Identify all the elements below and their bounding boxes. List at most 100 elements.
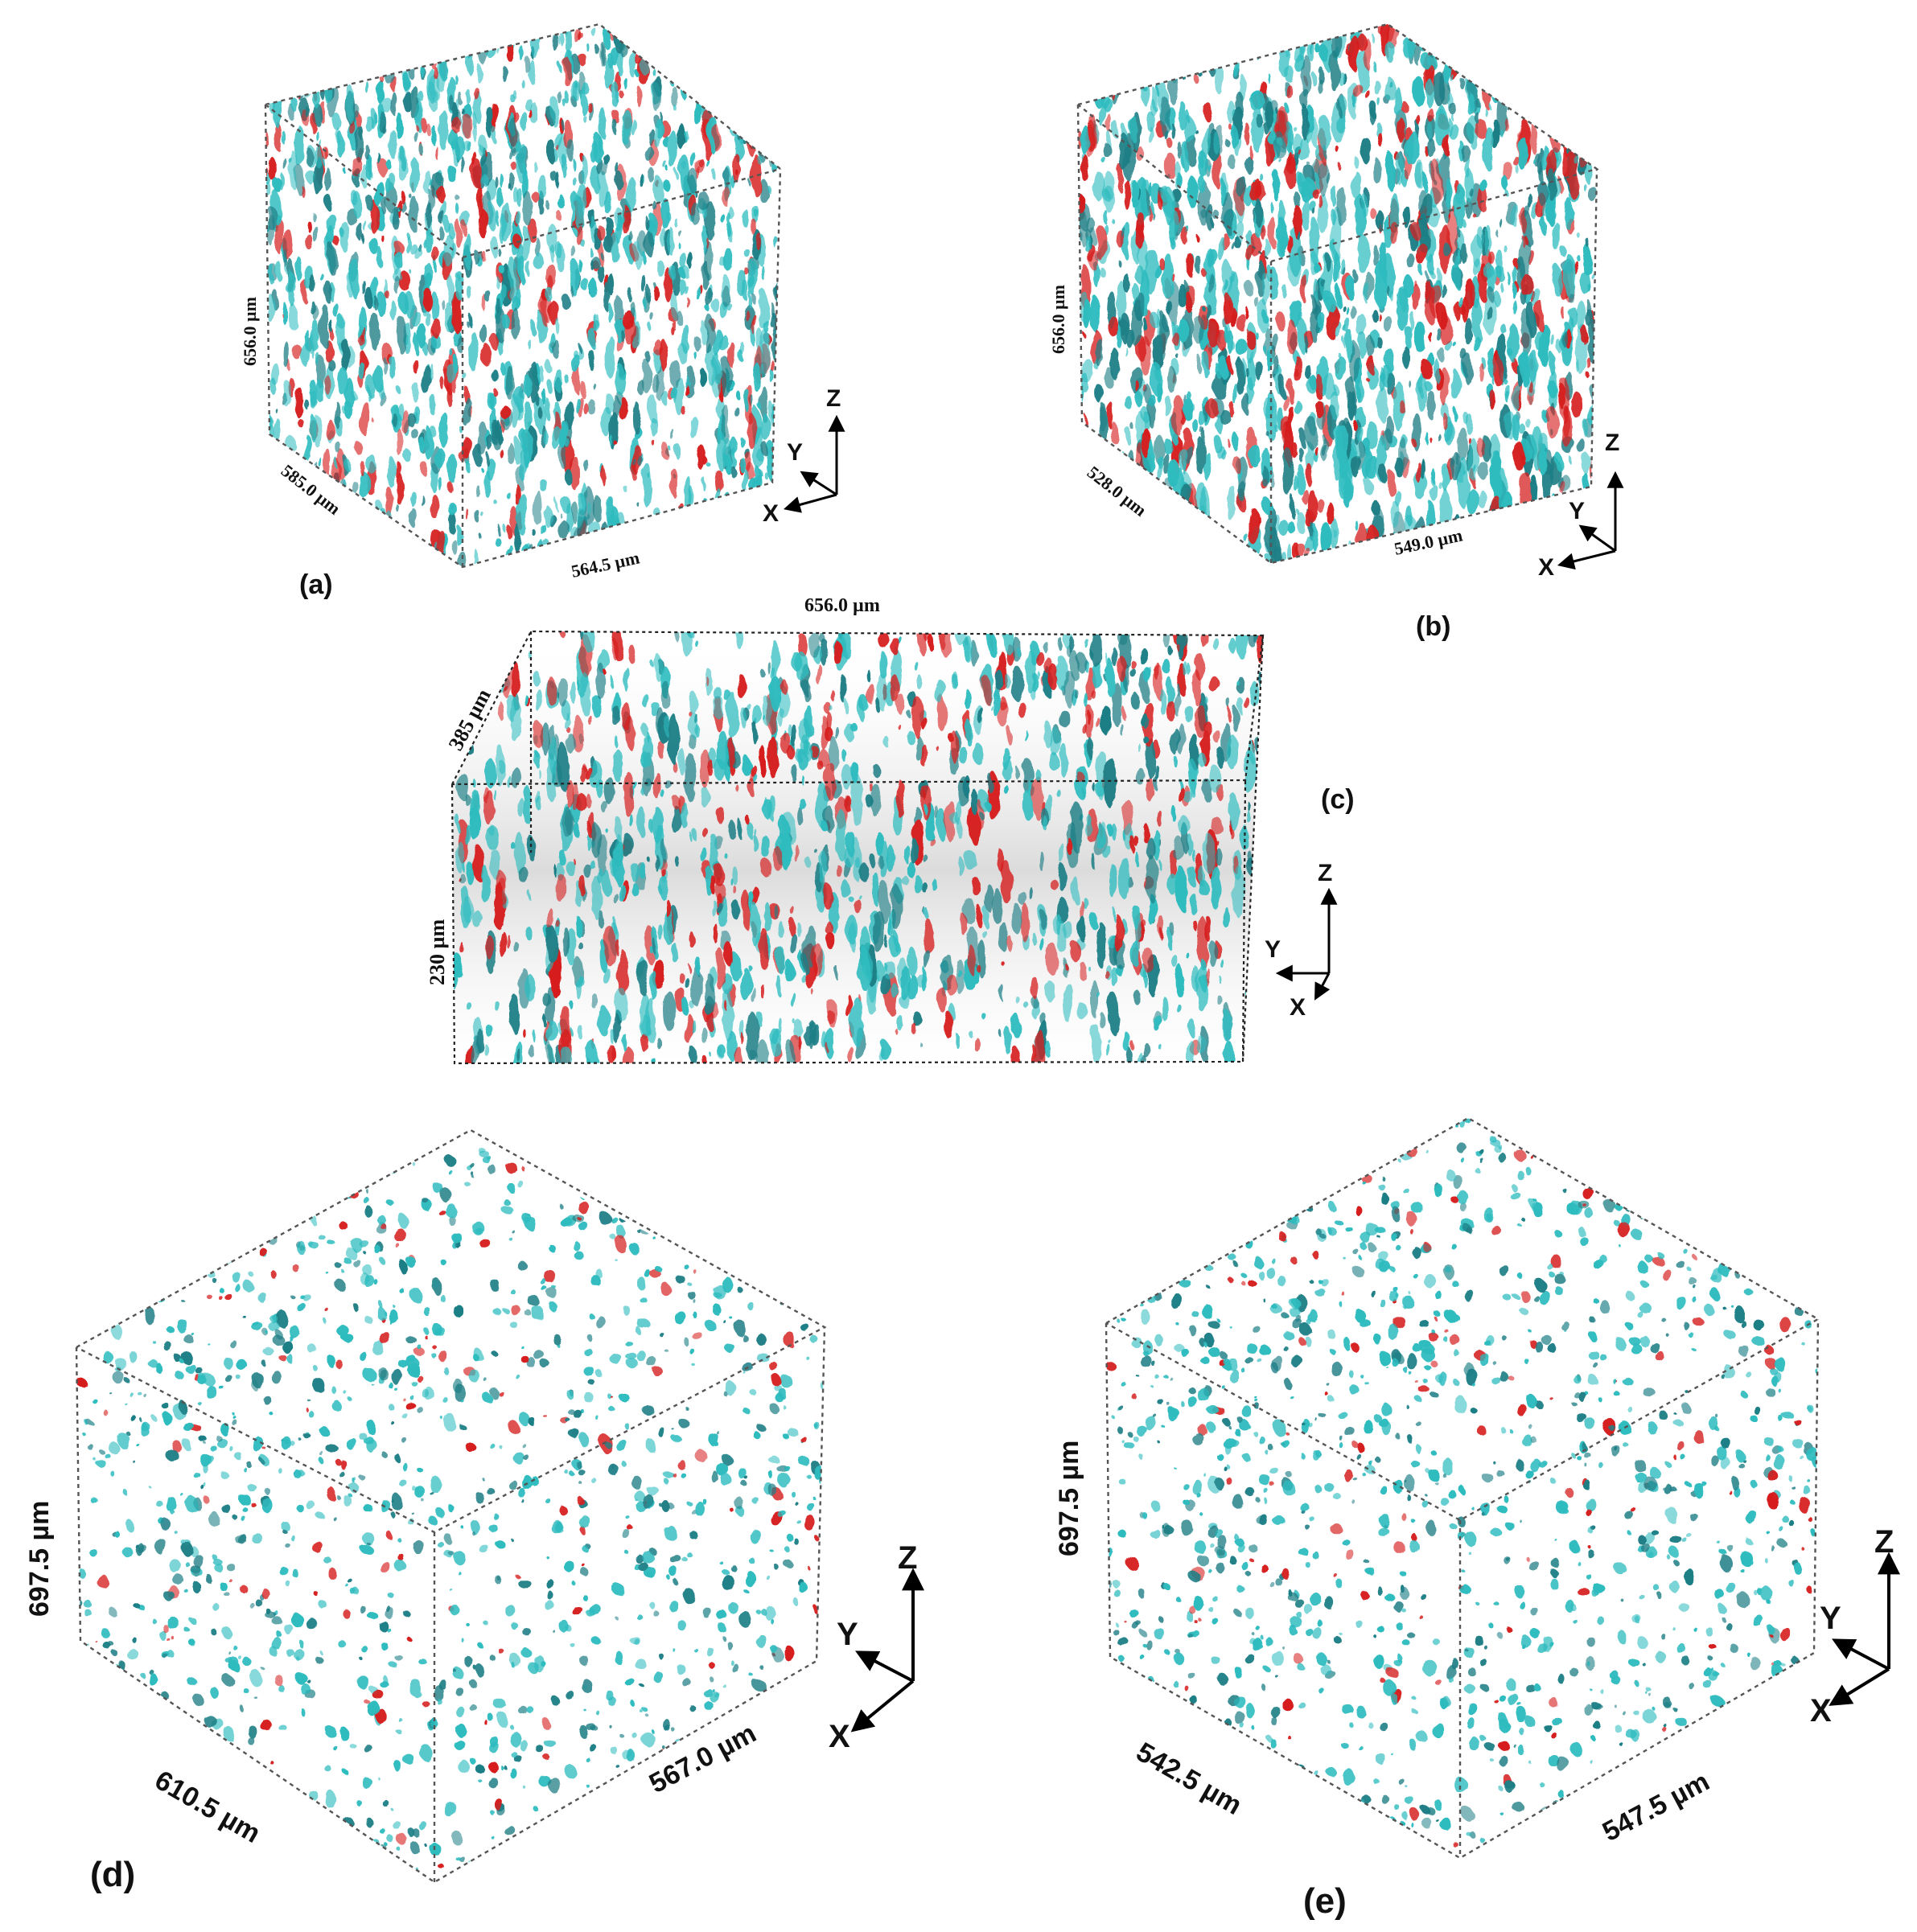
primary-phase-particle — [1531, 157, 1535, 163]
primary-phase-particle — [308, 513, 311, 524]
primary-phase-particle — [1149, 393, 1155, 407]
primary-phase-particle — [1131, 25, 1142, 48]
primary-phase-particle — [581, 155, 588, 184]
primary-phase-particle — [681, 631, 693, 657]
secondary-phase-particle — [269, 157, 277, 181]
primary-phase-particle — [467, 313, 472, 327]
primary-phase-particle — [513, 187, 519, 203]
secondary-phase-particle — [1478, 362, 1483, 381]
primary-phase-particle — [743, 1589, 748, 1593]
primary-phase-particle — [327, 244, 337, 275]
primary-phase-particle — [1077, 1002, 1088, 1021]
primary-phase-particle — [1137, 536, 1145, 549]
secondary-phase-particle — [1315, 375, 1323, 401]
primary-phase-particle — [597, 264, 604, 282]
primary-phase-particle — [89, 1816, 94, 1820]
primary-phase-particle — [1320, 437, 1328, 462]
primary-phase-particle — [1397, 288, 1409, 331]
primary-phase-particle — [312, 303, 318, 320]
primary-phase-particle — [642, 463, 653, 508]
primary-phase-particle — [666, 166, 669, 172]
primary-phase-particle — [639, 861, 646, 879]
secondary-phase-particle — [1411, 282, 1419, 310]
secondary-phase-particle — [1212, 152, 1222, 188]
secondary-phase-particle — [436, 184, 445, 202]
primary-phase-particle — [550, 97, 559, 127]
primary-phase-particle — [1073, 689, 1079, 698]
secondary-phase-particle — [1552, 53, 1557, 67]
primary-phase-particle — [1082, 24, 1091, 53]
primary-phase-particle — [388, 1403, 393, 1410]
primary-phase-particle — [1116, 258, 1119, 265]
secondary-phase-particle — [1076, 771, 1084, 783]
secondary-phase-particle — [548, 676, 556, 706]
primary-phase-particle — [1178, 816, 1191, 835]
secondary-phase-particle — [344, 35, 352, 51]
primary-phase-particle — [431, 125, 437, 146]
primary-phase-particle — [1119, 543, 1127, 563]
primary-phase-particle — [668, 266, 678, 280]
primary-phase-particle — [316, 24, 327, 37]
primary-phase-particle — [481, 512, 484, 517]
primary-phase-particle — [734, 1165, 738, 1169]
primary-phase-particle — [707, 543, 711, 558]
primary-phase-particle — [1078, 93, 1081, 103]
primary-phase-particle — [397, 505, 401, 513]
primary-phase-particle — [641, 250, 645, 264]
primary-phase-particle — [761, 265, 765, 280]
primary-phase-particle — [755, 829, 758, 837]
primary-phase-particle — [1479, 462, 1490, 481]
primary-phase-particle — [230, 1159, 242, 1170]
primary-phase-particle — [1078, 541, 1081, 557]
primary-phase-particle — [359, 362, 366, 380]
secondary-phase-particle — [426, 124, 432, 137]
secondary-phase-particle — [579, 381, 586, 398]
primary-phase-particle — [1241, 24, 1249, 38]
primary-phase-particle — [971, 790, 979, 816]
secondary-phase-particle — [574, 24, 580, 43]
primary-phase-particle — [640, 275, 647, 293]
primary-phase-particle — [455, 841, 465, 874]
primary-phase-particle — [1068, 650, 1080, 680]
primary-phase-particle — [913, 1012, 922, 1027]
primary-phase-particle — [141, 1777, 153, 1788]
secondary-phase-particle — [1134, 837, 1139, 847]
secondary-phase-particle — [660, 120, 670, 138]
secondary-phase-particle — [401, 191, 405, 204]
primary-phase-particle — [1100, 27, 1108, 43]
primary-phase-particle — [1224, 1041, 1235, 1063]
primary-phase-particle — [912, 874, 922, 894]
primary-phase-particle — [507, 257, 518, 302]
panel-c-y-axis-label: Y — [1265, 936, 1281, 963]
primary-phase-particle — [1243, 393, 1250, 415]
primary-phase-particle — [552, 426, 562, 451]
primary-phase-particle — [1247, 442, 1260, 467]
secondary-phase-particle — [939, 631, 946, 650]
primary-phase-particle — [747, 258, 758, 296]
primary-phase-particle — [306, 147, 313, 166]
primary-phase-particle — [288, 150, 298, 189]
primary-phase-particle — [755, 46, 760, 60]
secondary-phase-particle — [1430, 438, 1434, 444]
primary-phase-particle — [1203, 450, 1211, 482]
primary-phase-particle — [769, 639, 780, 678]
secondary-phase-particle — [533, 721, 543, 748]
primary-phase-particle — [1161, 532, 1174, 562]
secondary-phase-particle — [1481, 24, 1493, 70]
primary-phase-particle — [409, 195, 418, 232]
primary-phase-particle — [1277, 138, 1283, 146]
primary-phase-particle — [1426, 37, 1435, 55]
primary-phase-particle — [1426, 390, 1435, 420]
secondary-phase-particle — [1001, 861, 1012, 904]
secondary-phase-particle — [982, 676, 992, 705]
primary-phase-particle — [360, 232, 364, 244]
secondary-phase-particle — [501, 405, 510, 421]
primary-phase-particle — [1273, 355, 1280, 381]
primary-phase-particle — [685, 131, 689, 139]
primary-phase-particle — [314, 1134, 320, 1135]
secondary-phase-particle — [705, 24, 712, 48]
primary-phase-particle — [1587, 401, 1597, 427]
secondary-phase-particle — [742, 890, 751, 929]
secondary-phase-particle — [1083, 47, 1094, 83]
primary-phase-particle — [1249, 349, 1253, 361]
